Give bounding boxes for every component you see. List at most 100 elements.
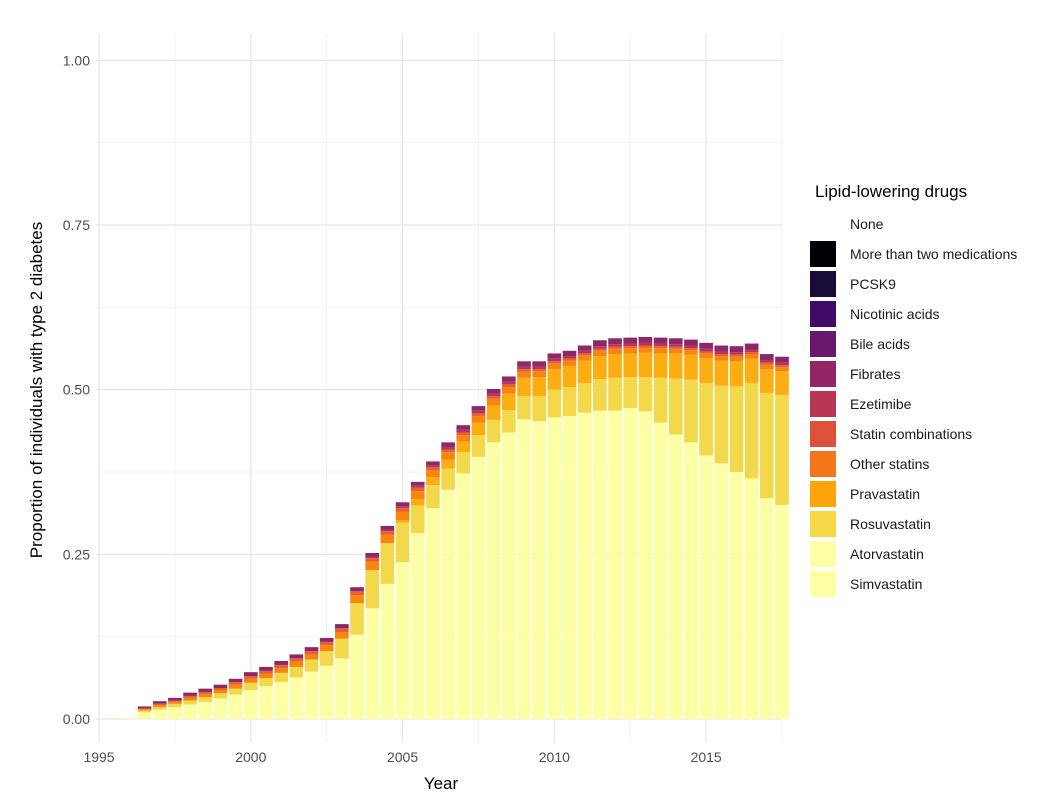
legend-label: Simvastatin — [850, 576, 922, 592]
bar-segment-atorvastatin — [729, 386, 744, 472]
bar-segment-fibrates — [653, 337, 668, 344]
bar-segment-simvastatin — [152, 709, 167, 719]
legend-swatch-nicotinic-acids — [810, 301, 836, 327]
bar-segment-other-statins — [350, 591, 364, 596]
bar-segment-pravastatin — [441, 452, 455, 460]
bar-segment-rosuvastatin — [668, 353, 683, 379]
bar-segment-fibrates — [395, 502, 410, 507]
x-tick-label: 2005 — [387, 749, 418, 765]
x-axis-ticks: 1995 2000 2005 2010 2015 — [83, 749, 721, 765]
bar-segment-other-statins — [744, 352, 759, 355]
legend-label: None — [850, 216, 884, 232]
x-tick-label: 2000 — [235, 749, 266, 765]
bar-segment-ezetimibe — [335, 628, 349, 629]
bar-segment-atorvastatin — [547, 389, 562, 418]
legend-swatch-rosuvastatin — [810, 511, 836, 537]
bar-segment-simvastatin — [380, 583, 395, 719]
bar-segment-pravastatin — [395, 511, 410, 521]
bar-segment-pravastatin — [259, 673, 273, 679]
bar-segment-ezetimibe — [350, 591, 364, 592]
bar-segment-ezetimibe — [441, 446, 455, 450]
bar-segment-other-statins — [486, 396, 501, 399]
bar-segment-ezetimibe — [471, 410, 486, 414]
bar-segment-atorvastatin — [198, 697, 213, 702]
bar-segment-fibrates — [183, 692, 197, 696]
bar-segment-ezetimibe — [410, 485, 425, 488]
bar-segment-rosuvastatin — [593, 356, 607, 380]
bar-segment-fibrates — [714, 345, 729, 352]
bar-segment-ezetimibe — [532, 366, 546, 370]
bar-segment-other-statins — [729, 354, 744, 357]
bar-segment-fibrates — [729, 346, 744, 353]
bar-segment-pravastatin — [684, 350, 698, 355]
bar-segment-rosuvastatin — [775, 371, 789, 395]
bar-segment-other-statins — [168, 700, 182, 702]
bar-segment-atorvastatin — [274, 672, 288, 683]
bar-segment-pravastatin — [714, 356, 729, 361]
bar-segment-pravastatin — [608, 348, 622, 355]
bar-segment-rosuvastatin — [547, 369, 562, 390]
bar-segment-fibrates — [198, 688, 213, 692]
bar-segment-rosuvastatin — [426, 477, 440, 486]
bar-segment-other-statins — [213, 687, 228, 690]
bar-segment-simvastatin — [228, 694, 243, 719]
bar-segment-rosuvastatin — [653, 353, 668, 378]
bar-segment-fibrates — [517, 361, 531, 367]
legend-label: More than two medications — [850, 246, 1017, 262]
bar-segment-other-statins — [365, 558, 380, 562]
bar-segment-simvastatin — [137, 712, 152, 719]
bar-segment-simvastatin — [395, 562, 410, 719]
bar-segment-pravastatin — [532, 371, 546, 378]
bar-segment-pravastatin — [775, 367, 789, 372]
bar-segment-rosuvastatin — [577, 360, 592, 384]
bar-segment-other-statins — [289, 658, 304, 662]
bar-segment-simvastatin — [198, 701, 213, 719]
bar-segment-pravastatin — [410, 491, 425, 499]
bar-segment-atorvastatin — [350, 603, 364, 635]
bar-segment-atorvastatin — [668, 378, 683, 435]
bar-segment-simvastatin — [699, 455, 713, 719]
bar-segment-other-statins — [501, 384, 516, 388]
legend-label: Rosuvastatin — [850, 516, 931, 532]
bar-segment-rosuvastatin — [532, 377, 546, 397]
bar-segment-atorvastatin — [775, 394, 789, 505]
bar-segment-simvastatin — [517, 419, 531, 719]
bars — [122, 336, 789, 719]
bar-segment-pravastatin — [426, 469, 440, 478]
bar-segment-atorvastatin — [243, 682, 258, 690]
bar-segment-rosuvastatin — [501, 393, 516, 411]
bar-segment-other-statins — [319, 641, 334, 646]
bar-segment-atorvastatin — [304, 659, 319, 672]
bar-segment-simvastatin — [259, 686, 273, 719]
bar-segment-simvastatin — [471, 456, 486, 719]
bar-segment-simvastatin — [168, 707, 182, 719]
bar-segment-atorvastatin — [168, 703, 182, 708]
legend-swatch-pcsk9 — [810, 271, 836, 297]
bar-segment-ezetimibe — [729, 352, 744, 355]
legend-label: Statin combinations — [850, 426, 972, 442]
bar-segment-other-statins — [228, 682, 243, 685]
bar-segment-atorvastatin — [608, 377, 622, 411]
bar-segment-ezetimibe — [759, 360, 774, 363]
bar-segment-simvastatin — [547, 417, 562, 719]
bar-segment-simvastatin — [183, 704, 197, 719]
bar-segment-simvastatin — [426, 508, 440, 719]
bar-segment-simvastatin — [744, 478, 759, 719]
bar-segment-other-statins — [714, 354, 729, 357]
bar-segment-fibrates — [213, 684, 228, 688]
bar-segment-fibrates — [486, 388, 501, 394]
bar-segment-simvastatin — [486, 442, 501, 719]
bar-segment-atorvastatin — [501, 410, 516, 433]
bar-segment-fibrates — [623, 337, 638, 344]
bar-segment-ezetimibe — [577, 350, 592, 354]
legend-label: PCSK9 — [850, 276, 896, 292]
legend-label: Other statins — [850, 456, 929, 472]
bar-segment-ezetimibe — [380, 529, 395, 532]
bar-segment-ezetimibe — [456, 429, 471, 433]
bar-segment-fibrates — [593, 340, 607, 347]
bar-segment-atorvastatin — [562, 387, 577, 416]
bar-segment-pravastatin — [198, 693, 213, 698]
bar-segment-simvastatin — [623, 408, 638, 719]
bar-segment-pravastatin — [365, 561, 380, 571]
bar-segment-fibrates — [456, 425, 471, 430]
